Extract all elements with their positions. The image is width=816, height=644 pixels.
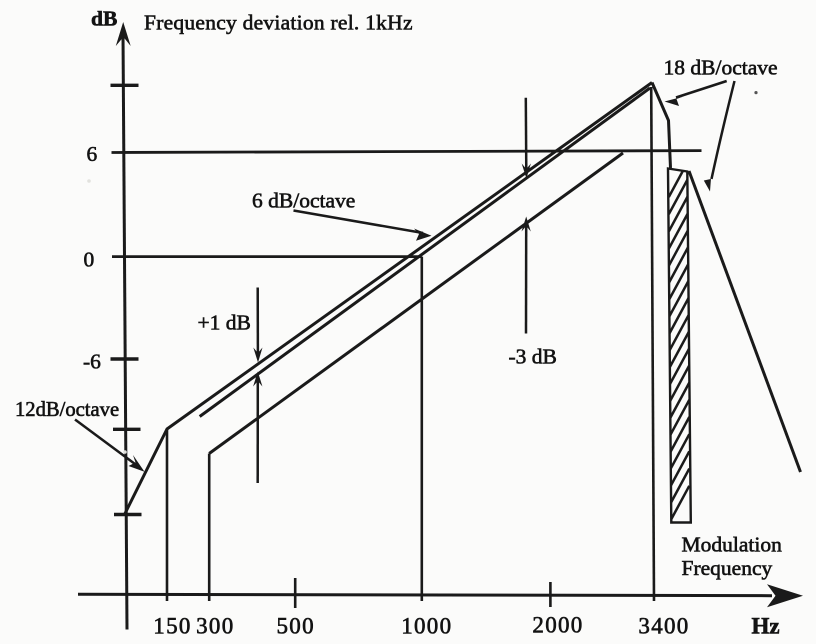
svg-text:12dB/octave: 12dB/octave [15, 399, 119, 421]
svg-text:Frequency: Frequency [682, 556, 773, 580]
svg-text:+1 dB: +1 dB [198, 310, 251, 334]
svg-text:dB: dB [91, 7, 117, 31]
svg-text:1000: 1000 [401, 614, 452, 639]
svg-text:-6: -6 [83, 350, 101, 374]
svg-text:300: 300 [196, 614, 234, 639]
svg-text:Modulation: Modulation [682, 533, 783, 557]
svg-text:500: 500 [276, 614, 314, 639]
svg-text:-3 dB: -3 dB [509, 345, 557, 369]
svg-text:6 dB/octave: 6 dB/octave [252, 189, 355, 213]
svg-text:18 dB/octave: 18 dB/octave [664, 56, 778, 80]
svg-text:Frequency deviation rel. 1kHz: Frequency deviation rel. 1kHz [144, 11, 413, 35]
svg-text:6: 6 [87, 142, 98, 166]
svg-text:150: 150 [153, 614, 191, 639]
svg-text:3400: 3400 [638, 614, 689, 639]
svg-text:Hz: Hz [751, 614, 779, 639]
svg-text:0: 0 [84, 248, 95, 272]
svg-text:2000: 2000 [532, 613, 583, 638]
